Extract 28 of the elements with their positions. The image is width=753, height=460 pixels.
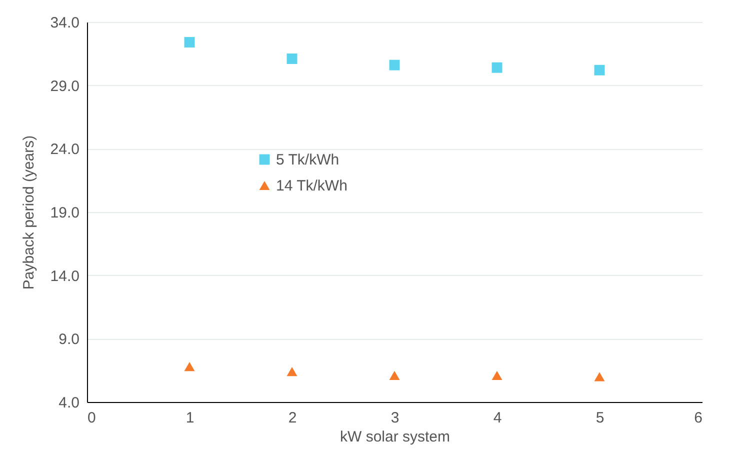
y-axis-title: Payback period (years): [20, 135, 38, 290]
x-tick-label: 4: [493, 410, 502, 426]
point: [492, 370, 502, 380]
y-tick-label: 14.0: [50, 268, 80, 285]
point: [492, 62, 502, 73]
y-tick-label: 24.0: [50, 141, 80, 158]
x-tick-label: 5: [596, 410, 604, 426]
point: [389, 370, 400, 380]
x-tick-label: 3: [390, 410, 400, 426]
y-tick-label: 9.0: [58, 331, 80, 348]
point: [184, 362, 195, 372]
y-tick-label: 19.0: [50, 204, 80, 222]
point: [184, 37, 195, 48]
point: [594, 64, 605, 76]
legend-label: 5 Tk/kWh: [276, 152, 340, 168]
y-tick-label: 34.0: [50, 14, 80, 32]
point: [286, 367, 298, 376]
point: [286, 53, 298, 64]
x-tick-label: 1: [186, 410, 194, 426]
y-tick-label: 29.0: [50, 78, 80, 95]
y-tick-label: 4.0: [58, 394, 80, 412]
x-tick-label: 6: [694, 410, 702, 426]
point: [389, 60, 400, 70]
x-tick-label: 0: [88, 410, 96, 426]
legend-label: 14 Tk/kWh: [276, 178, 348, 194]
x-axis-title: kW solar system: [340, 428, 450, 446]
point: [594, 372, 605, 382]
x-tick-label: 2: [288, 410, 297, 426]
